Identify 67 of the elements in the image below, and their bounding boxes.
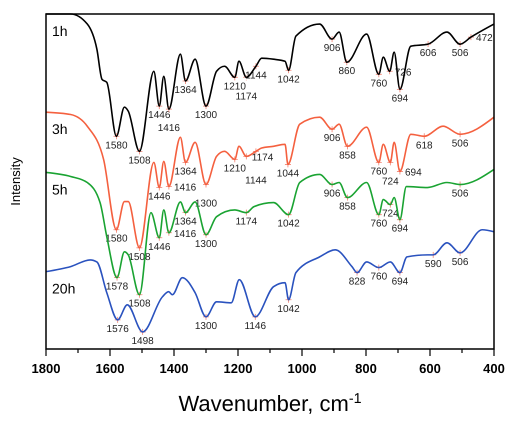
annotation: 1580 (105, 140, 128, 152)
x-tick-label: 1400 (160, 361, 188, 376)
annotation: 590 (424, 258, 442, 270)
annotation: 1416 (158, 123, 180, 134)
annotation: 1174 (236, 216, 258, 228)
annotation: 1210 (224, 163, 246, 174)
annotation: 1300 (194, 320, 218, 332)
x-tick-label: 1200 (224, 361, 252, 376)
x-tick-label: 800 (355, 361, 377, 376)
annotation: 1364 (174, 166, 198, 178)
annotation: 1144 (245, 175, 268, 186)
annotation: 1210 (224, 81, 246, 92)
series-label: 5h (52, 181, 68, 198)
y-axis-title: Intensity (8, 156, 23, 206)
annotation: 1446 (148, 110, 171, 122)
annotation: 618 (416, 140, 434, 152)
annotation: 1042 (277, 218, 300, 230)
annotation: 760 (370, 218, 388, 230)
annotation: 1416 (174, 182, 197, 194)
annotation: 1044 (276, 168, 300, 180)
annotation: 1498 (132, 336, 154, 347)
annotation: 1042 (277, 74, 300, 86)
annotation: 1300 (194, 110, 218, 122)
annotation: 1300 (194, 238, 218, 250)
annotation: 760 (370, 166, 388, 178)
annotation: 858 (339, 202, 356, 213)
x-tick-label: 1000 (288, 361, 316, 376)
series-label: 20h (52, 280, 76, 297)
annotation: 1446 (148, 192, 171, 203)
annotation: 1508 (128, 155, 151, 166)
annotation: 760 (370, 78, 388, 90)
annotation: 906 (324, 188, 341, 200)
annotation: 506 (452, 256, 469, 268)
x-tick-label: 1600 (96, 361, 124, 376)
annotation: 472 (476, 33, 494, 44)
annotation: 694 (392, 224, 409, 235)
x-tick-label: 400 (483, 361, 505, 376)
annotation: 1174 (252, 152, 274, 164)
x-tick-label: 1800 (32, 361, 60, 376)
annotation: 906 (324, 43, 341, 54)
annotation: 506 (452, 188, 469, 200)
annotation: 1576 (106, 324, 130, 335)
annotation: 1446 (148, 242, 171, 253)
annotation: 1364 (174, 85, 198, 96)
annotation: 858 (339, 150, 356, 162)
annotation: 1174 (236, 91, 258, 102)
annotation: 828 (348, 276, 366, 288)
annotation: 506 (452, 138, 469, 150)
annotation: 1578 (106, 282, 129, 293)
x-axis-title: Wavenumber, cm$^{-1}$ (178, 391, 362, 416)
annotation: 1042 (277, 304, 300, 315)
annotation: 760 (370, 272, 388, 283)
annotation: 1146 (244, 320, 266, 332)
annotation: 694 (392, 276, 409, 288)
annotation: 1416 (174, 228, 197, 240)
annotation: 694 (392, 93, 409, 104)
annotation: 1508 (128, 298, 151, 310)
annotation: 606 (420, 48, 437, 60)
annotation: 694 (404, 167, 422, 178)
annotation: 724 (382, 176, 400, 188)
annotation: 860 (338, 66, 356, 78)
annotation: 1364 (174, 216, 198, 228)
annotation: 506 (452, 48, 469, 60)
annotation: 906 (324, 133, 341, 144)
series-label: 1h (52, 23, 68, 39)
series-label: 3h (52, 121, 68, 138)
x-tick-label: 600 (419, 361, 441, 376)
